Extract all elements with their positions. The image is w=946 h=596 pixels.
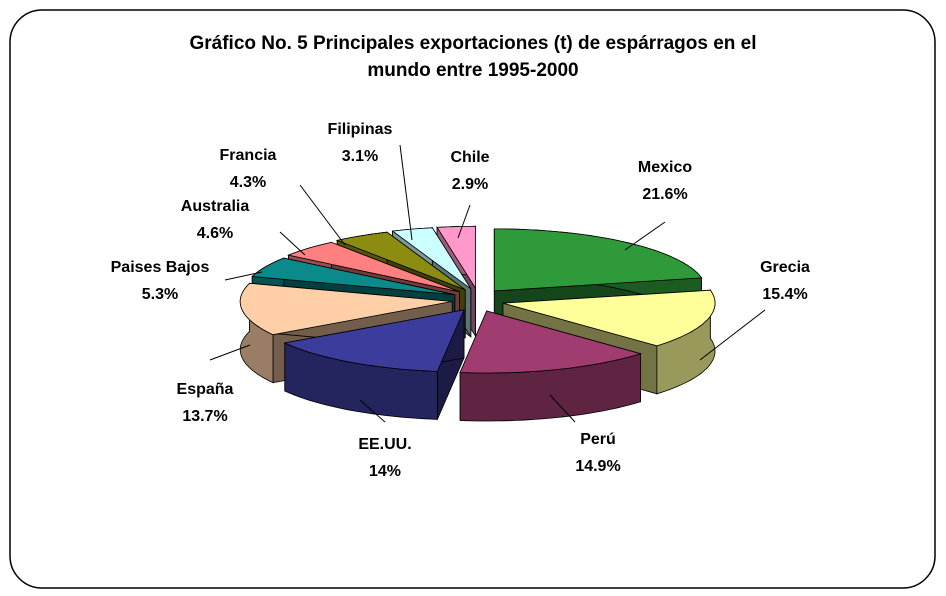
pie-slice	[239, 282, 453, 336]
slice-label: Mexico	[638, 159, 692, 176]
value-label: 5.3%	[142, 286, 178, 303]
pie-slice	[287, 241, 460, 293]
value-label: 14.9%	[575, 458, 620, 475]
value-label: 2.9%	[452, 176, 488, 193]
leader-line	[549, 394, 576, 423]
leader-line	[399, 144, 413, 241]
value-label: 4.6%	[197, 225, 233, 242]
pie-slice	[391, 227, 472, 290]
pie-slice	[436, 225, 476, 290]
slice	[283, 309, 465, 420]
pie-slice	[283, 309, 465, 372]
pie	[239, 225, 716, 422]
leader-line	[279, 231, 306, 256]
value-label: 4.3%	[230, 174, 266, 191]
leader-line	[224, 271, 263, 281]
leader-line	[359, 399, 386, 423]
value-label: 3.1%	[342, 148, 378, 165]
slice-label: España	[177, 381, 234, 398]
value-label: 15.4%	[762, 286, 807, 303]
slice-label: Filipinas	[328, 121, 393, 138]
slice-label: Grecia	[760, 259, 810, 276]
pie-slice	[251, 257, 455, 296]
pie-slice	[459, 310, 643, 374]
leader-line	[299, 184, 346, 246]
slice-label: Paises Bajos	[111, 259, 210, 276]
chart-title: Gráfico No. 5 Principales exportaciones …	[189, 33, 757, 81]
slice-label: Chile	[450, 149, 489, 166]
slice-label: Francia	[220, 147, 277, 164]
leader-line	[624, 221, 666, 251]
slice	[459, 310, 643, 422]
slice-label: EE.UU.	[358, 436, 411, 453]
pie-slice	[502, 289, 716, 347]
slice-label: Perú	[580, 431, 616, 448]
leader-line	[209, 344, 251, 361]
value-label: 14%	[369, 463, 401, 480]
labels: Mexico 21.6% Grecia 15.4% Perú 14.9% EE.UU. 14%…	[111, 121, 810, 480]
value-label: 13.7%	[182, 408, 227, 425]
pie-slice	[335, 231, 466, 291]
value-label: 21.6%	[642, 186, 687, 203]
pie-slice	[493, 228, 703, 292]
slice-label: Australia	[181, 198, 250, 215]
leader-line	[699, 309, 766, 361]
leader-line	[457, 204, 471, 239]
